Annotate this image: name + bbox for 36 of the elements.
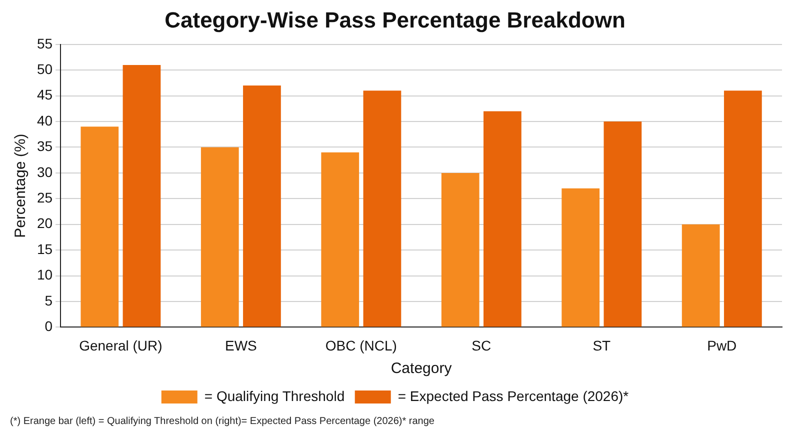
y-tick-label: 20 bbox=[36, 215, 53, 232]
bar bbox=[243, 86, 281, 327]
x-tick-label: EWS bbox=[224, 337, 257, 354]
y-tick-label: 55 bbox=[36, 35, 53, 52]
x-axis-title: Category bbox=[390, 360, 452, 378]
x-tick-label: PwD bbox=[707, 337, 737, 354]
bar bbox=[80, 126, 119, 327]
x-tick-label: General (UR) bbox=[79, 337, 162, 354]
bar bbox=[724, 90, 762, 327]
bar bbox=[484, 111, 522, 327]
y-tick-label: 0 bbox=[44, 318, 53, 334]
bar bbox=[200, 147, 239, 327]
y-tick-label: 35 bbox=[36, 138, 53, 154]
x-tick-label: SC bbox=[472, 337, 492, 354]
y-axis-title: Percentage (%) bbox=[12, 134, 30, 238]
text: (*) Erange bar (left) = Qualifying Threshold on (right)= Expected Pass Percentage (2026)* range bbox=[10, 416, 435, 427]
legend-label: = Expected Pass Percentage (2026)* bbox=[398, 388, 630, 404]
y-tick-label: 15 bbox=[36, 240, 53, 257]
y-tick-label: 40 bbox=[36, 112, 53, 128]
y-tick-label: 25 bbox=[36, 190, 53, 206]
y-tick-label: 50 bbox=[36, 60, 53, 77]
bar bbox=[122, 64, 161, 327]
bar bbox=[441, 172, 480, 327]
y-tick-label: 10 bbox=[36, 266, 53, 283]
y-tick-label: 30 bbox=[36, 164, 53, 180]
chart-title: Category-Wise Pass Percentage Breakdown bbox=[164, 7, 626, 32]
x-tick-label: ST bbox=[592, 337, 612, 354]
bar bbox=[562, 188, 600, 327]
x-tick-label: OBC (NCL) bbox=[325, 337, 397, 354]
bar bbox=[363, 90, 402, 327]
y-tick-label: 45 bbox=[36, 86, 53, 103]
bar bbox=[604, 122, 642, 327]
bar bbox=[321, 152, 360, 327]
legend-label: = Qualifying Threshold bbox=[204, 388, 345, 404]
y-tick-label: 5 bbox=[44, 292, 53, 308]
bar bbox=[682, 224, 720, 327]
